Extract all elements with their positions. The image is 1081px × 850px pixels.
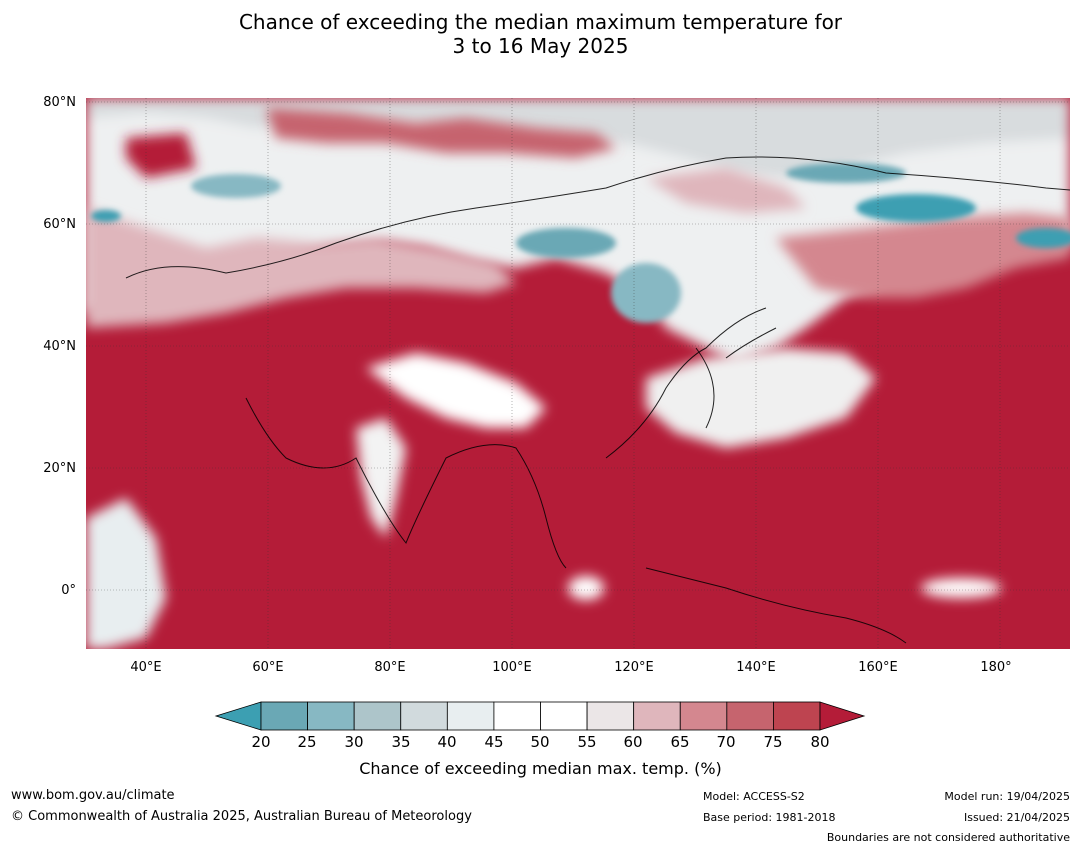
website-link[interactable]: www.bom.gov.au/climate xyxy=(11,788,175,803)
model-run-text: Model run: 19/04/2025 xyxy=(944,790,1070,803)
legend-swatch xyxy=(260,701,308,731)
legend-tick-45: 45 xyxy=(484,733,504,751)
legend-tick-55: 55 xyxy=(577,733,597,751)
legend-tick-20: 20 xyxy=(251,733,271,751)
legend-swatch xyxy=(307,701,355,731)
lat-label-0: 0° xyxy=(61,583,76,598)
map-title-line-1: Chance of exceeding the median maximum t… xyxy=(238,10,843,34)
legend-extension-low xyxy=(214,701,262,731)
pink-transition-belt xyxy=(86,108,1070,328)
legend-label: Chance of exceeding median max. temp. (%… xyxy=(359,759,722,778)
legend-swatch xyxy=(400,701,448,731)
legend-swatch xyxy=(773,701,821,731)
map-svg xyxy=(86,98,1070,649)
legend-tick-30: 30 xyxy=(344,733,364,751)
legend-swatch xyxy=(679,701,728,731)
issued-text: Issued: 21/04/2025 xyxy=(963,811,1070,824)
legend-colorbar xyxy=(214,701,866,731)
legend-tick-65: 65 xyxy=(670,733,690,751)
probability-map xyxy=(86,98,1070,649)
legend-swatch xyxy=(633,701,681,731)
lon-label-180: 180° xyxy=(980,660,1012,675)
legend-extension-high xyxy=(819,701,866,731)
map-title-line-2: 3 to 16 May 2025 xyxy=(452,34,629,58)
lat-label-40n: 40°N xyxy=(43,339,76,354)
graticule xyxy=(86,98,1070,649)
lat-label-20n: 20°N xyxy=(43,461,76,476)
disclaimer-text: Boundaries are not considered authoritat… xyxy=(826,831,1070,844)
lon-label-100e: 100°E xyxy=(492,660,532,675)
lat-label-60n: 60°N xyxy=(43,217,76,232)
lon-label-120e: 120°E xyxy=(614,660,654,675)
lat-label-80n: 80°N xyxy=(43,95,76,110)
legend-tick-25: 25 xyxy=(297,733,317,751)
legend-tick-75: 75 xyxy=(763,733,783,751)
legend-tick-80: 80 xyxy=(810,733,830,751)
legend-swatch xyxy=(353,701,402,731)
legend-swatch xyxy=(493,701,541,731)
legend-swatch xyxy=(446,701,495,731)
legend-tick-35: 35 xyxy=(391,733,411,751)
lon-label-80e: 80°E xyxy=(374,660,406,675)
legend-tick-70: 70 xyxy=(716,733,736,751)
south-asia-near-median xyxy=(86,348,1001,649)
legend-swatch xyxy=(540,701,588,731)
legend-tick-50: 50 xyxy=(530,733,550,751)
copyright-text: © Commonwealth of Australia 2025, Austra… xyxy=(11,809,472,824)
base-period-text: Base period: 1981-2018 xyxy=(703,811,836,824)
model-text: Model: ACCESS-S2 xyxy=(703,790,805,803)
lon-label-160e: 160°E xyxy=(858,660,898,675)
lon-label-140e: 140°E xyxy=(736,660,776,675)
lon-label-60e: 60°E xyxy=(252,660,284,675)
legend-swatch xyxy=(586,701,635,731)
coastlines xyxy=(125,156,1070,644)
legend-tick-40: 40 xyxy=(437,733,457,751)
legend-tick-60: 60 xyxy=(623,733,643,751)
lon-label-40e: 40°E xyxy=(130,660,162,675)
legend-swatch xyxy=(726,701,774,731)
